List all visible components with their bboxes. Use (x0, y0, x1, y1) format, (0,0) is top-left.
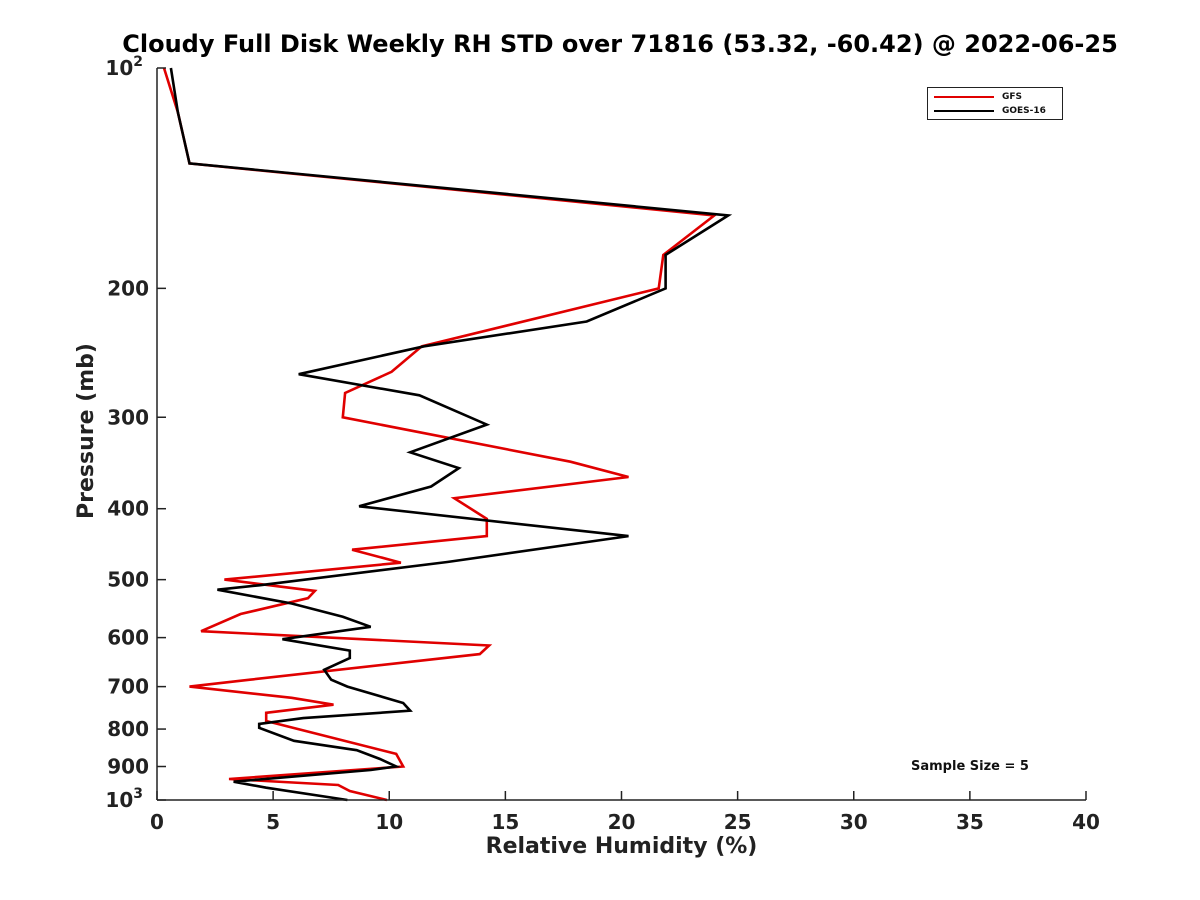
chart-title: Cloudy Full Disk Weekly RH STD over 7181… (122, 30, 1118, 58)
x-tick-label: 30 (840, 810, 868, 834)
x-tick-label: 5 (266, 810, 280, 834)
plot-area (157, 68, 1086, 800)
series-line-goes16 (169, 67, 733, 802)
y-tick-label: 200 (107, 276, 149, 300)
x-tick-label: 15 (491, 810, 519, 834)
y-tick-label: 600 (107, 626, 149, 650)
y-tick-label: 300 (107, 405, 149, 429)
y-ticks: 102 200 300 400 500 600 700 800 900 103 (105, 54, 166, 812)
x-tick-label: 40 (1072, 810, 1100, 834)
y-axis-label: Pressure (mb) (74, 343, 99, 519)
y-tick-label: 400 (107, 497, 149, 521)
y-tick-label: 900 (107, 755, 149, 779)
legend-label-goes16: GOES-16 (1002, 106, 1046, 116)
x-tick-label: 35 (956, 810, 984, 834)
y-tick-label: 102 (105, 54, 143, 80)
legend-label-gfs: GFS (1002, 92, 1023, 102)
x-tick-label: 10 (375, 810, 403, 834)
y-tick-label: 500 (107, 568, 149, 592)
y-tick-label: 700 (107, 675, 149, 699)
x-tick-label: 25 (724, 810, 752, 834)
y-tick-label: 103 (105, 786, 143, 812)
series-layer (162, 67, 733, 802)
legend-item-goes16: GOES-16 (934, 105, 1046, 117)
y-tick-label: 800 (107, 717, 149, 741)
legend: GFS GOES-16 (927, 87, 1063, 120)
x-ticks: 0 5 10 15 20 25 30 35 40 (150, 791, 1100, 834)
legend-swatch-goes16 (934, 110, 994, 112)
x-axis-label: Relative Humidity (%) (485, 834, 758, 859)
sample-size-annotation: Sample Size = 5 (911, 759, 1029, 774)
legend-swatch-gfs (934, 96, 994, 98)
legend-item-gfs: GFS (934, 91, 1022, 103)
x-tick-label: 0 (150, 810, 164, 834)
x-tick-label: 20 (608, 810, 636, 834)
